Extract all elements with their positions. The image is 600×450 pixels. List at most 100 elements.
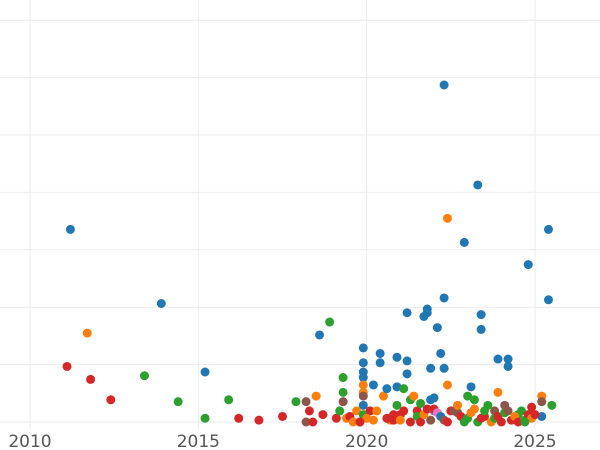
data-point	[442, 213, 452, 223]
data-point	[543, 295, 553, 305]
data-point	[493, 354, 503, 364]
data-point	[503, 406, 513, 416]
data-point	[139, 371, 149, 381]
data-point	[530, 410, 540, 420]
data-point	[291, 397, 301, 407]
data-point	[416, 417, 426, 427]
data-point	[527, 402, 537, 412]
data-point	[426, 415, 436, 425]
data-point	[304, 406, 314, 416]
data-point	[493, 387, 503, 397]
data-point	[301, 397, 311, 407]
data-point	[382, 384, 392, 394]
grid-layer	[0, 0, 600, 430]
data-point	[439, 293, 449, 303]
data-point	[318, 410, 328, 420]
data-point	[355, 417, 365, 427]
data-point	[517, 406, 527, 416]
data-point	[338, 397, 348, 407]
data-point	[466, 382, 476, 392]
data-point	[315, 330, 325, 340]
data-point	[156, 298, 166, 308]
data-point	[463, 391, 473, 401]
data-point	[402, 369, 412, 379]
data-point	[338, 373, 348, 383]
data-point	[234, 413, 244, 423]
data-point	[358, 343, 368, 353]
data-point	[65, 224, 75, 234]
points-layer	[62, 80, 557, 427]
data-point	[358, 400, 368, 410]
data-point	[459, 237, 469, 247]
data-point	[348, 417, 358, 427]
x-axis-ticks: 2010 2015 2020 2025	[8, 432, 556, 450]
data-point	[375, 358, 385, 368]
data-point	[429, 393, 439, 403]
data-point	[372, 406, 382, 416]
data-point	[426, 363, 436, 373]
x-tick-label: 2020	[345, 432, 388, 450]
data-point	[395, 415, 405, 425]
data-point	[402, 308, 412, 318]
data-point	[543, 224, 553, 234]
data-point	[301, 417, 311, 427]
data-point	[365, 406, 375, 416]
data-point	[405, 417, 415, 427]
x-tick-label: 2015	[177, 432, 220, 450]
data-point	[503, 354, 513, 364]
data-point	[352, 406, 362, 416]
data-point	[416, 398, 426, 408]
data-point	[483, 400, 493, 410]
data-point	[392, 382, 402, 392]
data-point	[382, 413, 392, 423]
data-point	[325, 317, 335, 327]
data-point	[368, 380, 378, 390]
data-point	[86, 374, 96, 384]
data-point	[335, 406, 345, 416]
data-point	[224, 395, 234, 405]
data-point	[439, 80, 449, 90]
data-point	[422, 308, 432, 318]
data-point	[453, 400, 463, 410]
data-point	[399, 384, 409, 394]
data-point	[379, 391, 388, 401]
data-point	[537, 397, 547, 407]
data-point	[442, 417, 452, 427]
data-point	[362, 413, 372, 423]
x-tick-label: 2025	[513, 432, 556, 450]
data-point	[402, 356, 412, 366]
data-point	[173, 397, 183, 407]
data-point	[278, 411, 287, 421]
data-point	[442, 380, 452, 390]
data-point	[331, 413, 341, 423]
data-point	[392, 352, 402, 362]
data-point	[358, 358, 368, 368]
data-point	[537, 411, 547, 421]
data-point	[308, 417, 318, 427]
data-point	[496, 417, 506, 427]
data-point	[476, 413, 486, 423]
data-point	[436, 348, 446, 358]
data-point	[422, 404, 432, 414]
data-point	[547, 400, 557, 410]
data-point	[358, 380, 368, 390]
data-point	[375, 348, 385, 358]
data-point	[432, 323, 442, 333]
data-point	[469, 395, 479, 405]
data-point	[82, 328, 92, 338]
data-point	[254, 415, 264, 425]
data-point	[389, 415, 399, 425]
data-point	[200, 367, 210, 377]
data-point	[439, 363, 449, 373]
data-point	[523, 260, 533, 270]
data-point	[476, 324, 486, 334]
data-point	[513, 417, 523, 427]
data-point	[473, 180, 483, 190]
data-point	[466, 408, 476, 418]
data-point	[368, 415, 378, 425]
data-point	[476, 310, 486, 320]
data-point	[200, 413, 210, 423]
data-point	[311, 391, 321, 401]
